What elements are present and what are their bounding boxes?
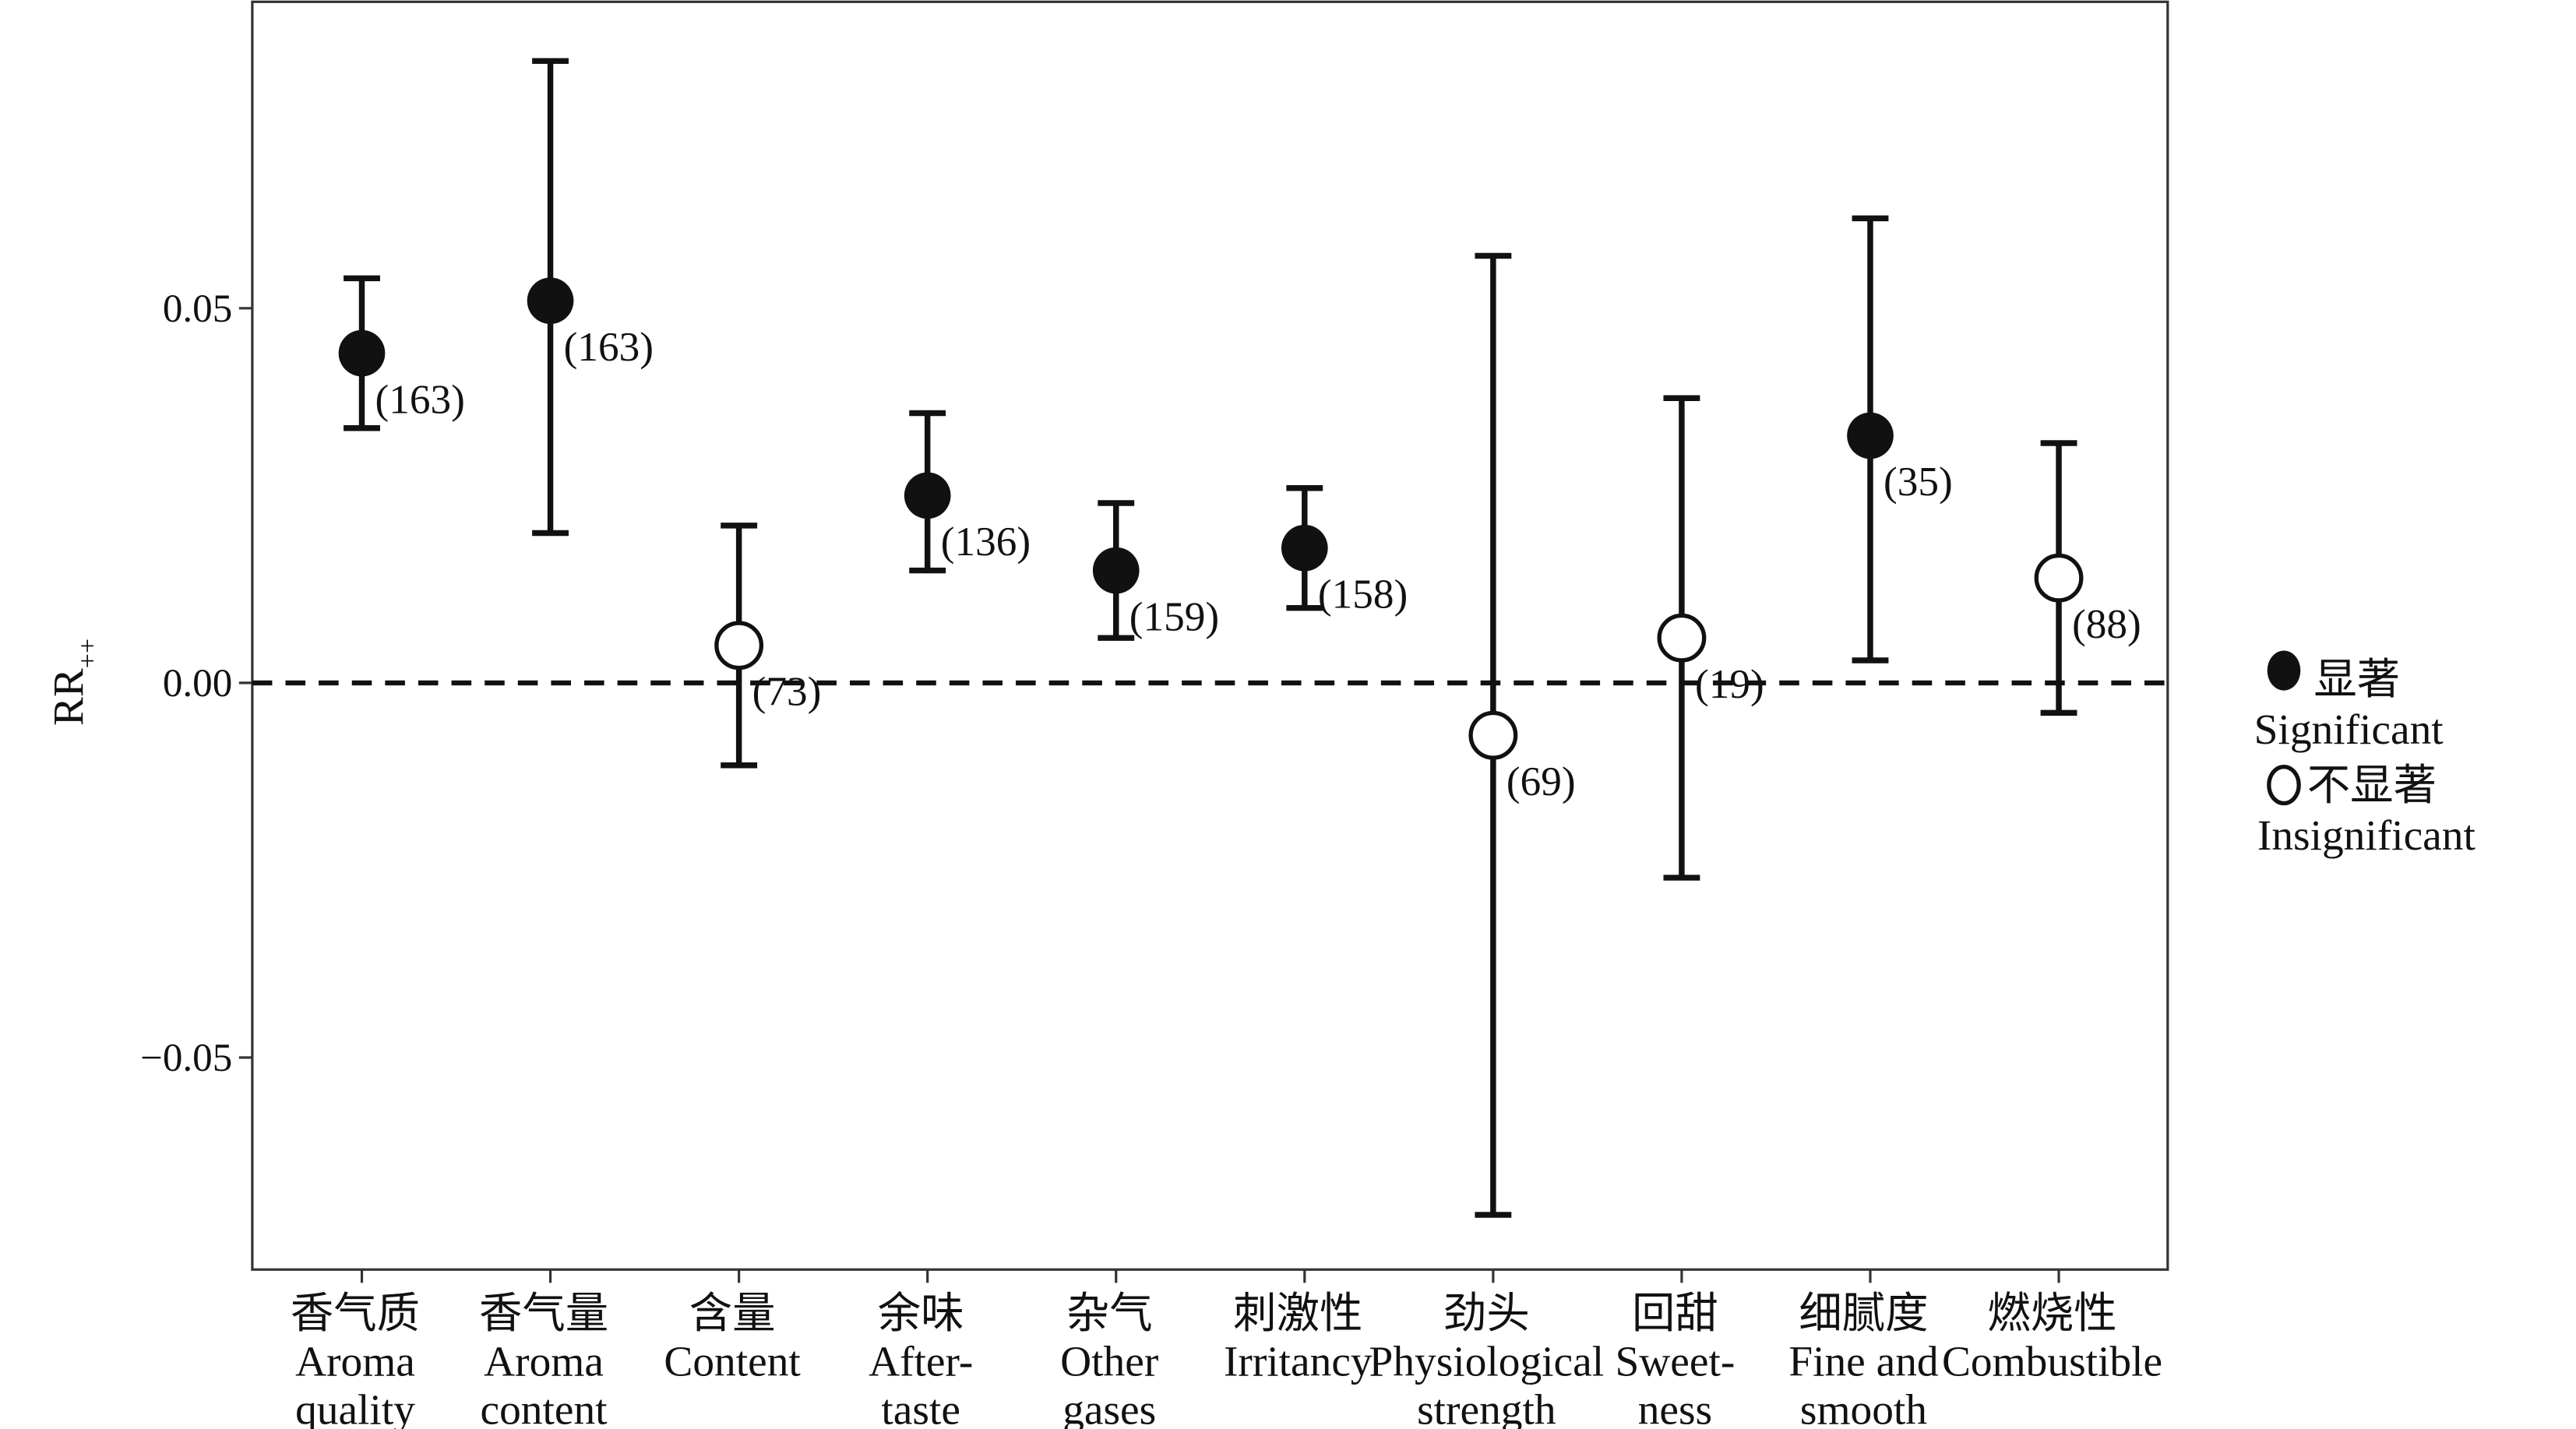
sample-size-label: (19) xyxy=(1695,661,1764,707)
sample-size-label: (35) xyxy=(1884,459,1953,505)
legend-label-en: Insignificant xyxy=(2257,811,2476,859)
x-tick-label-zh: 含量 xyxy=(689,1290,776,1337)
data-point-significant xyxy=(338,329,386,377)
sample-size-label: (136) xyxy=(941,519,1031,565)
x-tick-label-en: Physiological xyxy=(1369,1338,1605,1385)
x-tick-label-en: strength xyxy=(1417,1385,1556,1429)
data-point-insignificant xyxy=(1657,613,1707,663)
data-point-significant xyxy=(1847,412,1894,459)
legend-marker-insignificant xyxy=(2267,764,2301,806)
x-tick-label-en: content xyxy=(481,1385,608,1429)
x-tick-label-zh: 刺激性 xyxy=(1233,1290,1362,1337)
x-tick-label-en: Other xyxy=(1060,1338,1158,1385)
data-point-insignificant xyxy=(714,621,764,671)
data-point-insignificant xyxy=(2034,553,2084,603)
sample-size-label: (69) xyxy=(1506,758,1576,804)
y-label-sub: ++ xyxy=(74,639,103,668)
x-tick-label-zh: 香气质 xyxy=(291,1290,420,1337)
data-point-significant xyxy=(1092,547,1140,594)
data-point-insignificant xyxy=(1468,710,1518,760)
x-tick-label-zh: 杂气 xyxy=(1066,1290,1153,1337)
x-tick-label-zh: 余味 xyxy=(878,1290,964,1337)
x-tick-label-en: smooth xyxy=(1800,1385,1927,1429)
x-tick-label-en: Sweet- xyxy=(1615,1338,1735,1385)
data-point-significant xyxy=(1281,524,1328,572)
x-tick-label-zh: 回甜 xyxy=(1632,1290,1718,1337)
sample-size-label: (163) xyxy=(564,324,654,370)
x-tick-label-en: Combustible xyxy=(1942,1338,2162,1385)
legend-label-zh: 不显著 xyxy=(2307,762,2437,809)
y-axis-label: RR++ xyxy=(45,639,103,726)
x-tick-label-zh: 燃烧性 xyxy=(1987,1290,2116,1337)
data-point-significant xyxy=(527,277,574,325)
x-tick-label-en: Aroma xyxy=(295,1338,415,1385)
legend-label-en: Significant xyxy=(2254,706,2444,753)
sample-size-label: (73) xyxy=(752,669,822,715)
x-tick-label-zh: 香气量 xyxy=(479,1290,608,1337)
x-tick-label-en: After- xyxy=(869,1338,973,1385)
sample-size-label: (158) xyxy=(1318,571,1408,617)
x-tick-label-en: Fine and xyxy=(1788,1338,1939,1385)
x-tick-label-en: Aroma xyxy=(484,1338,604,1385)
x-tick-label-zh: 细腻度 xyxy=(1799,1290,1928,1337)
data-point-significant xyxy=(904,472,951,519)
y-tick-label: 0.05 xyxy=(163,287,232,331)
sample-size-label: (159) xyxy=(1129,593,1219,639)
x-tick-label-en: ness xyxy=(1638,1385,1712,1429)
x-tick-label-en: quality xyxy=(295,1385,415,1429)
x-tick-label-en: gases xyxy=(1062,1385,1156,1429)
y-tick-label: −0.05 xyxy=(140,1036,232,1080)
x-tick-label-en: taste xyxy=(881,1385,960,1429)
legend-marker-significant xyxy=(2267,650,2301,691)
y-label-main: RR xyxy=(45,668,93,726)
x-tick-label-en: Content xyxy=(664,1338,801,1385)
sample-size-label: (88) xyxy=(2072,601,2141,647)
svg-text:RR++: RR++ xyxy=(45,639,103,726)
y-tick-label: 0.00 xyxy=(163,661,232,706)
x-tick-label-en: Irritancy xyxy=(1224,1338,1373,1385)
x-tick-label-zh: 劲头 xyxy=(1443,1290,1530,1337)
plot-frame xyxy=(251,0,2169,1271)
legend-label-zh: 显著 xyxy=(2313,656,2400,703)
sample-size-label: (163) xyxy=(375,376,465,422)
